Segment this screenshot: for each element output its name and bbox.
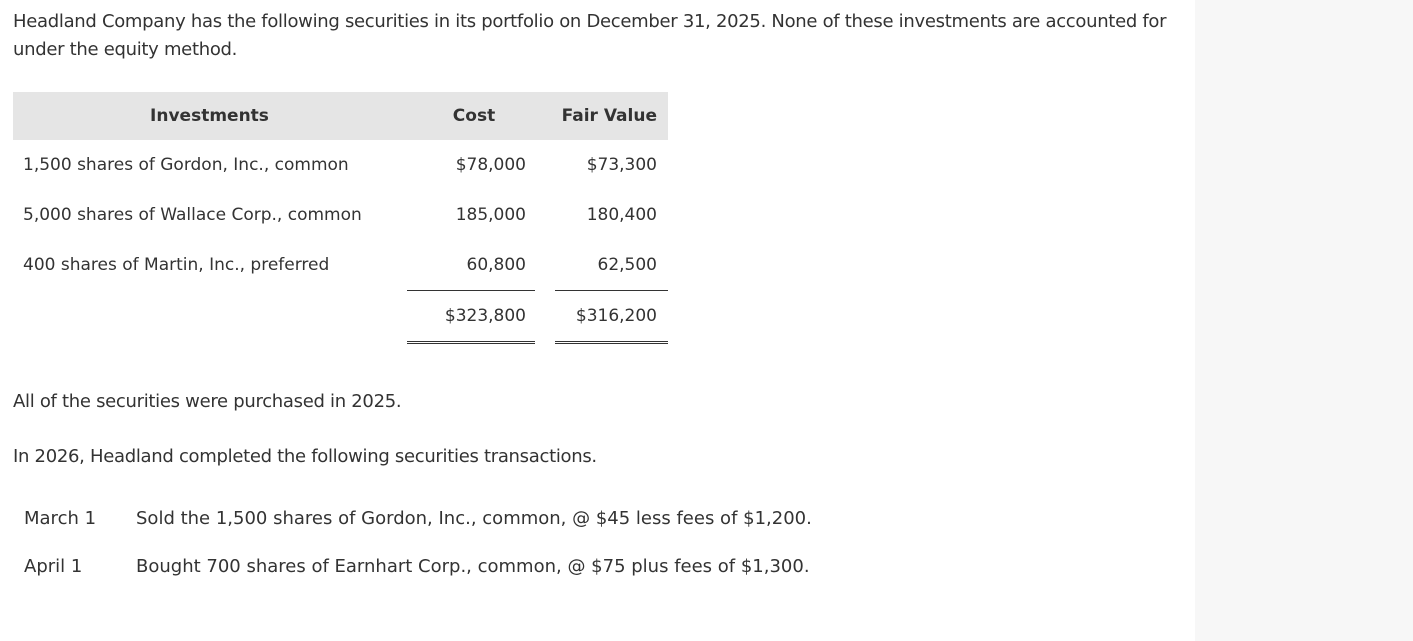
lead: In 2026, Headland completed the followin… — [13, 446, 597, 467]
cell — [535, 240, 555, 291]
cell: $78,000 — [455, 155, 526, 175]
note: All of the securities were purchased in … — [13, 391, 402, 412]
investments-table: Investments Cost Fair Value 1,500 shares… — [13, 92, 668, 344]
row: 1,500 shares of Gordon, Inc., common $78,… — [13, 140, 668, 190]
header: Fair Value — [555, 92, 668, 140]
intro: Headland Company has the following secur… — [13, 11, 1167, 60]
row: 400 shares of Martin, Inc., preferred 60,… — [13, 240, 668, 291]
date: March 1 — [24, 508, 97, 529]
description: Bought 700 shares of Earnhart Corp., com… — [136, 556, 810, 577]
header: Cost — [407, 92, 535, 140]
cell: 1,500 shares of Gordon, Inc., common — [23, 155, 349, 175]
cell: 62,500 — [597, 255, 657, 275]
cell — [535, 140, 555, 190]
total: $316,200 — [555, 290, 668, 344]
cell: 185,000 — [455, 205, 526, 225]
cell: 180,400 — [586, 205, 657, 225]
row: 5,000 shares of Wallace Corp., common 185… — [13, 190, 668, 240]
cell — [535, 190, 555, 240]
transaction: March 1 Sold the 1,500 shares of Gordon, … — [24, 508, 812, 529]
date: April 1 — [24, 556, 83, 577]
total: $323,800 — [407, 290, 535, 344]
header: Investments — [13, 92, 407, 140]
cell: 60,800 — [466, 255, 526, 275]
cell: $73,300 — [586, 155, 657, 175]
cell: 5,000 shares of Wallace Corp., common — [23, 205, 362, 225]
transaction: April 1 Bought 700 shares of Earnhart Cor… — [24, 556, 810, 577]
sidebar — [1195, 0, 1413, 641]
cell: 400 shares of Martin, Inc., preferred — [23, 255, 330, 276]
description: Sold the 1,500 shares of Gordon, Inc., c… — [136, 508, 812, 529]
